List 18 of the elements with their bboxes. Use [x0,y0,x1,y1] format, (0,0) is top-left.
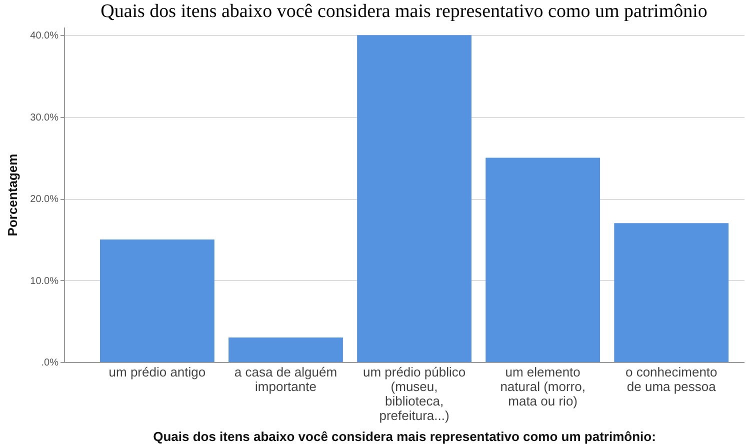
x-tick-label: um elemento natural (morro, mata ou rio) [500,364,586,408]
bar [486,158,600,362]
y-tick-label: 40.0% [30,30,59,42]
x-axis-title: Quais dos itens abaixo você considera mais representativo como um patrimônio: [153,429,656,444]
y-tick-label: 20.0% [30,194,59,206]
bar [614,223,729,362]
y-tick-label: 30.0% [30,112,59,124]
bar [100,239,214,362]
y-axis-title: Porcentagem [5,154,20,236]
x-tick-label: o conhecimento de uma pessoa [625,364,718,394]
x-tick-label: a casa de alguém importante [234,364,338,394]
bar [357,35,472,362]
bar [228,337,343,362]
y-tick-label: .0% [41,358,59,368]
chart-title: Quais dos itens abaixo você considera mais representativo como um patrimônio [100,1,708,22]
x-tick-label: um prédio antigo [108,364,206,380]
y-tick-label: 10.0% [30,276,59,287]
x-tick-label: um prédio público (museu, biblioteca, prefeitura...) [362,364,466,423]
